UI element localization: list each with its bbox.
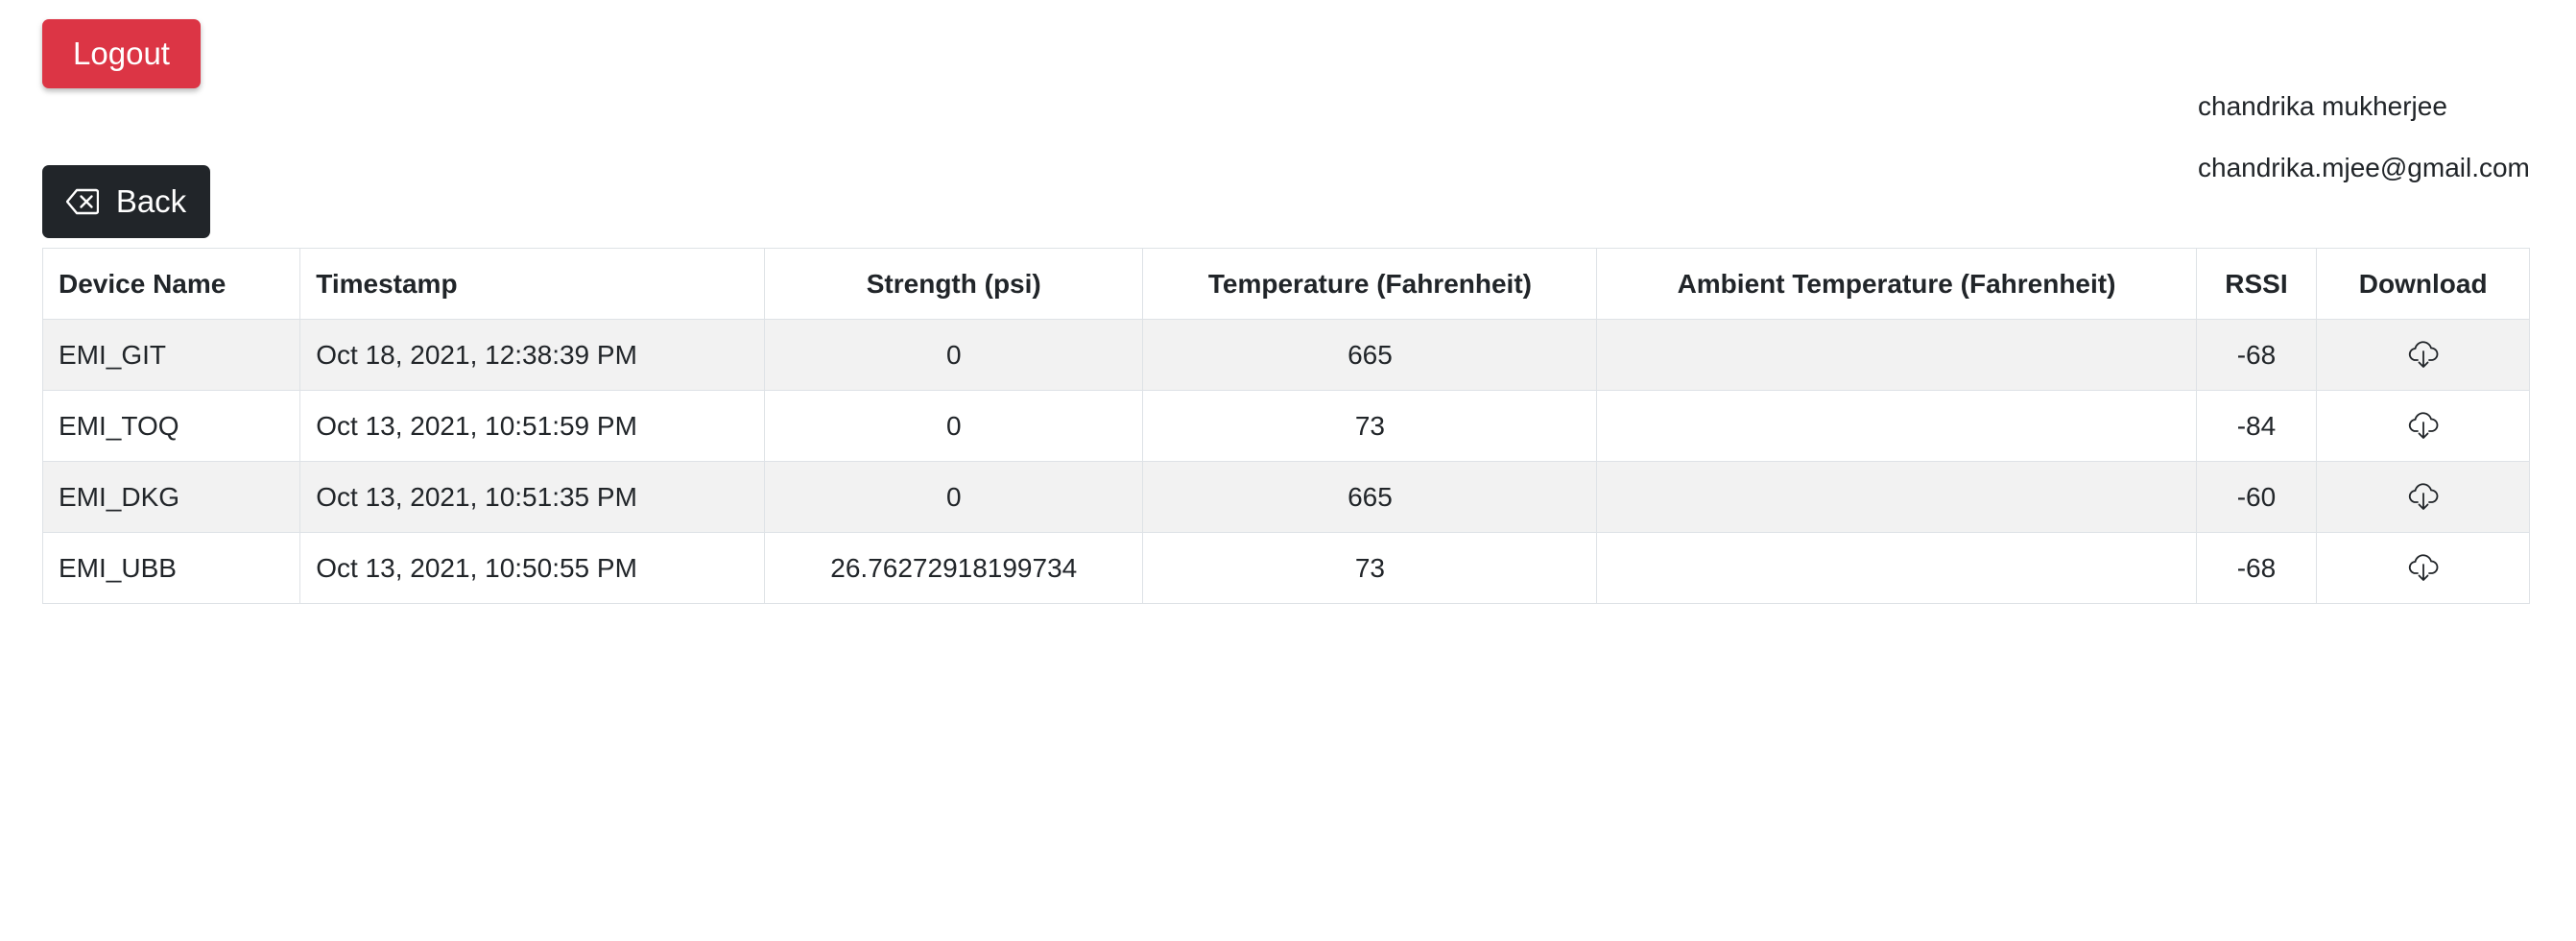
backspace-icon (65, 188, 99, 215)
cell-temperature: 73 (1142, 532, 1598, 604)
cell-download (2316, 532, 2530, 604)
back-button-label: Back (115, 183, 187, 219)
cloud-download-icon[interactable] (2407, 339, 2440, 372)
cell-rssi: -60 (2195, 461, 2318, 533)
cell-strength: 26.76272918199734 (764, 532, 1144, 604)
cell-download (2316, 390, 2530, 462)
user-email: chandrika.mjee@gmail.com (2198, 153, 2530, 182)
cell-ambient-temperature (1596, 461, 2197, 533)
table-row: EMI_TOQ Oct 13, 2021, 10:51:59 PM 0 73 -… (41, 390, 2530, 462)
cell-timestamp: Oct 18, 2021, 12:38:39 PM (299, 319, 766, 391)
column-header-download: Download (2316, 248, 2530, 320)
back-button[interactable]: Back (42, 165, 210, 238)
cloud-download-icon[interactable] (2407, 410, 2440, 443)
table-row: EMI_DKG Oct 13, 2021, 10:51:35 PM 0 665 … (41, 461, 2530, 533)
user-name: chandrika mukherjee (2198, 91, 2447, 121)
cell-rssi: -68 (2195, 319, 2318, 391)
cell-device-name: EMI_GIT (41, 319, 301, 391)
cell-download (2316, 461, 2530, 533)
cell-timestamp: Oct 13, 2021, 10:51:35 PM (299, 461, 766, 533)
cell-rssi: -84 (2195, 390, 2318, 462)
column-header-timestamp: Timestamp (299, 248, 766, 320)
cloud-download-icon[interactable] (2407, 552, 2440, 585)
cell-timestamp: Oct 13, 2021, 10:50:55 PM (299, 532, 766, 604)
cell-temperature: 665 (1142, 461, 1598, 533)
device-data-table: Device Name Timestamp Strength (psi) Tem… (41, 248, 2530, 604)
cell-temperature: 73 (1142, 390, 1598, 462)
cell-rssi: -68 (2195, 532, 2318, 604)
column-header-device-name: Device Name (41, 248, 301, 320)
table-row: EMI_GIT Oct 18, 2021, 12:38:39 PM 0 665 … (41, 319, 2530, 391)
cell-download (2316, 319, 2530, 391)
column-header-temperature: Temperature (Fahrenheit) (1142, 248, 1598, 320)
user-info: chandrika mukherjee chandrika.mjee@gmail… (2198, 90, 2530, 184)
cell-ambient-temperature (1596, 319, 2197, 391)
logout-button[interactable]: Logout (42, 19, 201, 88)
table-header-row: Device Name Timestamp Strength (psi) Tem… (41, 248, 2530, 320)
column-header-ambient-temperature: Ambient Temperature (Fahrenheit) (1596, 248, 2197, 320)
cell-device-name: EMI_DKG (41, 461, 301, 533)
table-row: EMI_UBB Oct 13, 2021, 10:50:55 PM 26.762… (41, 532, 2530, 604)
cell-strength: 0 (764, 390, 1144, 462)
cell-device-name: EMI_UBB (41, 532, 301, 604)
cell-strength: 0 (764, 461, 1144, 533)
cell-strength: 0 (764, 319, 1144, 391)
cell-ambient-temperature (1596, 532, 2197, 604)
cell-timestamp: Oct 13, 2021, 10:51:59 PM (299, 390, 766, 462)
column-header-rssi: RSSI (2195, 248, 2318, 320)
cell-temperature: 665 (1142, 319, 1598, 391)
cell-ambient-temperature (1596, 390, 2197, 462)
cloud-download-icon[interactable] (2407, 481, 2440, 514)
cell-device-name: EMI_TOQ (41, 390, 301, 462)
column-header-strength: Strength (psi) (764, 248, 1144, 320)
